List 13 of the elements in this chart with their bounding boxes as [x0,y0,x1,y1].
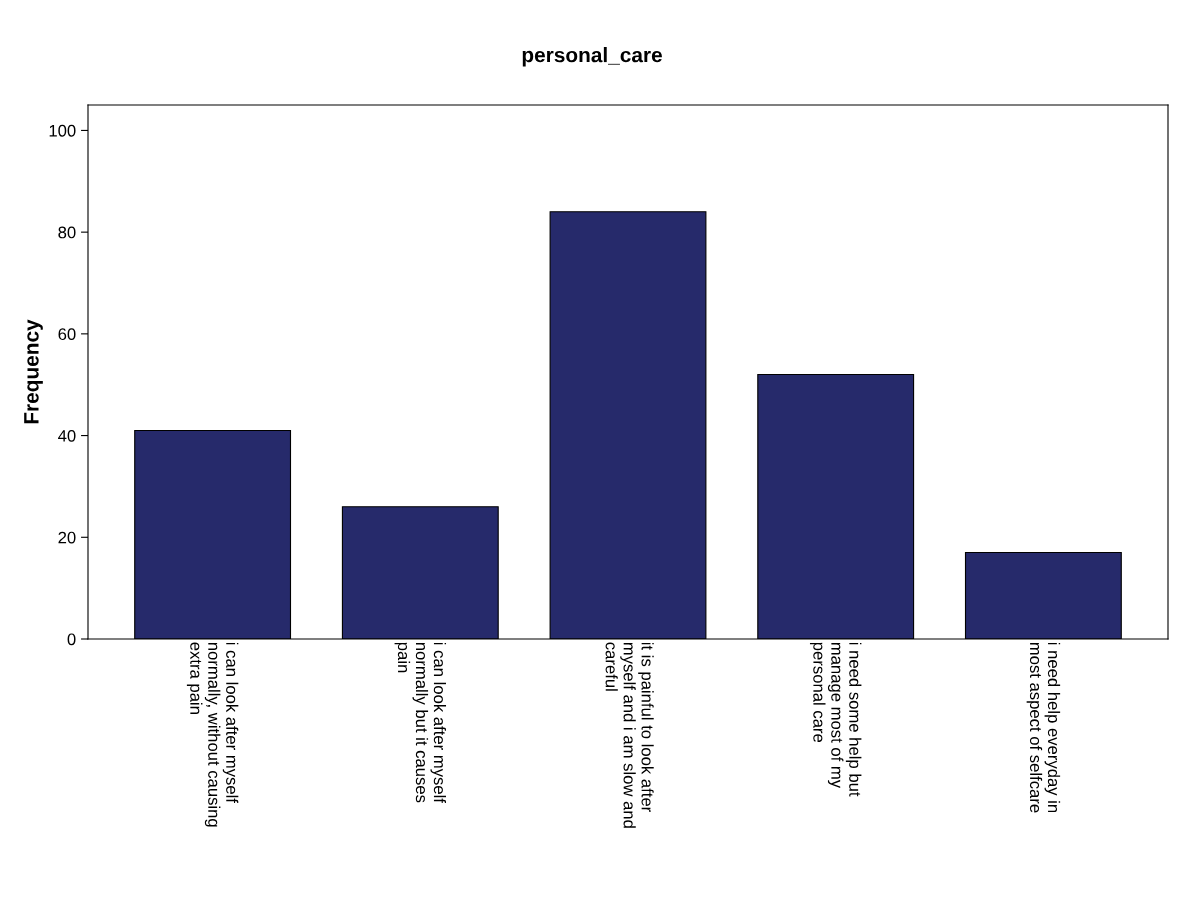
y-tick-label: 100 [49,124,76,137]
y-tick-label: 20 [58,531,76,544]
x-tick-label: i can look after myself normally but it causes pain [394,642,447,803]
x-tick-label: i need help everyday in most aspect of selfcare [1026,642,1061,813]
y-tick-label: 40 [58,429,76,442]
x-tick-label: i need some help but manage most of my personal care [809,642,862,797]
x-tick-label: i can look after myself normally, without causing extra pain [186,642,239,827]
y-tick-label: 0 [67,633,76,646]
chart-title: personal_care [522,47,662,67]
y-tick-label: 60 [58,328,76,341]
y-axis-title: Frequency [24,319,43,424]
x-tick-label: it is painful to look after myself and i am slow and careful [605,642,654,828]
y-tick-label: 80 [58,226,76,239]
